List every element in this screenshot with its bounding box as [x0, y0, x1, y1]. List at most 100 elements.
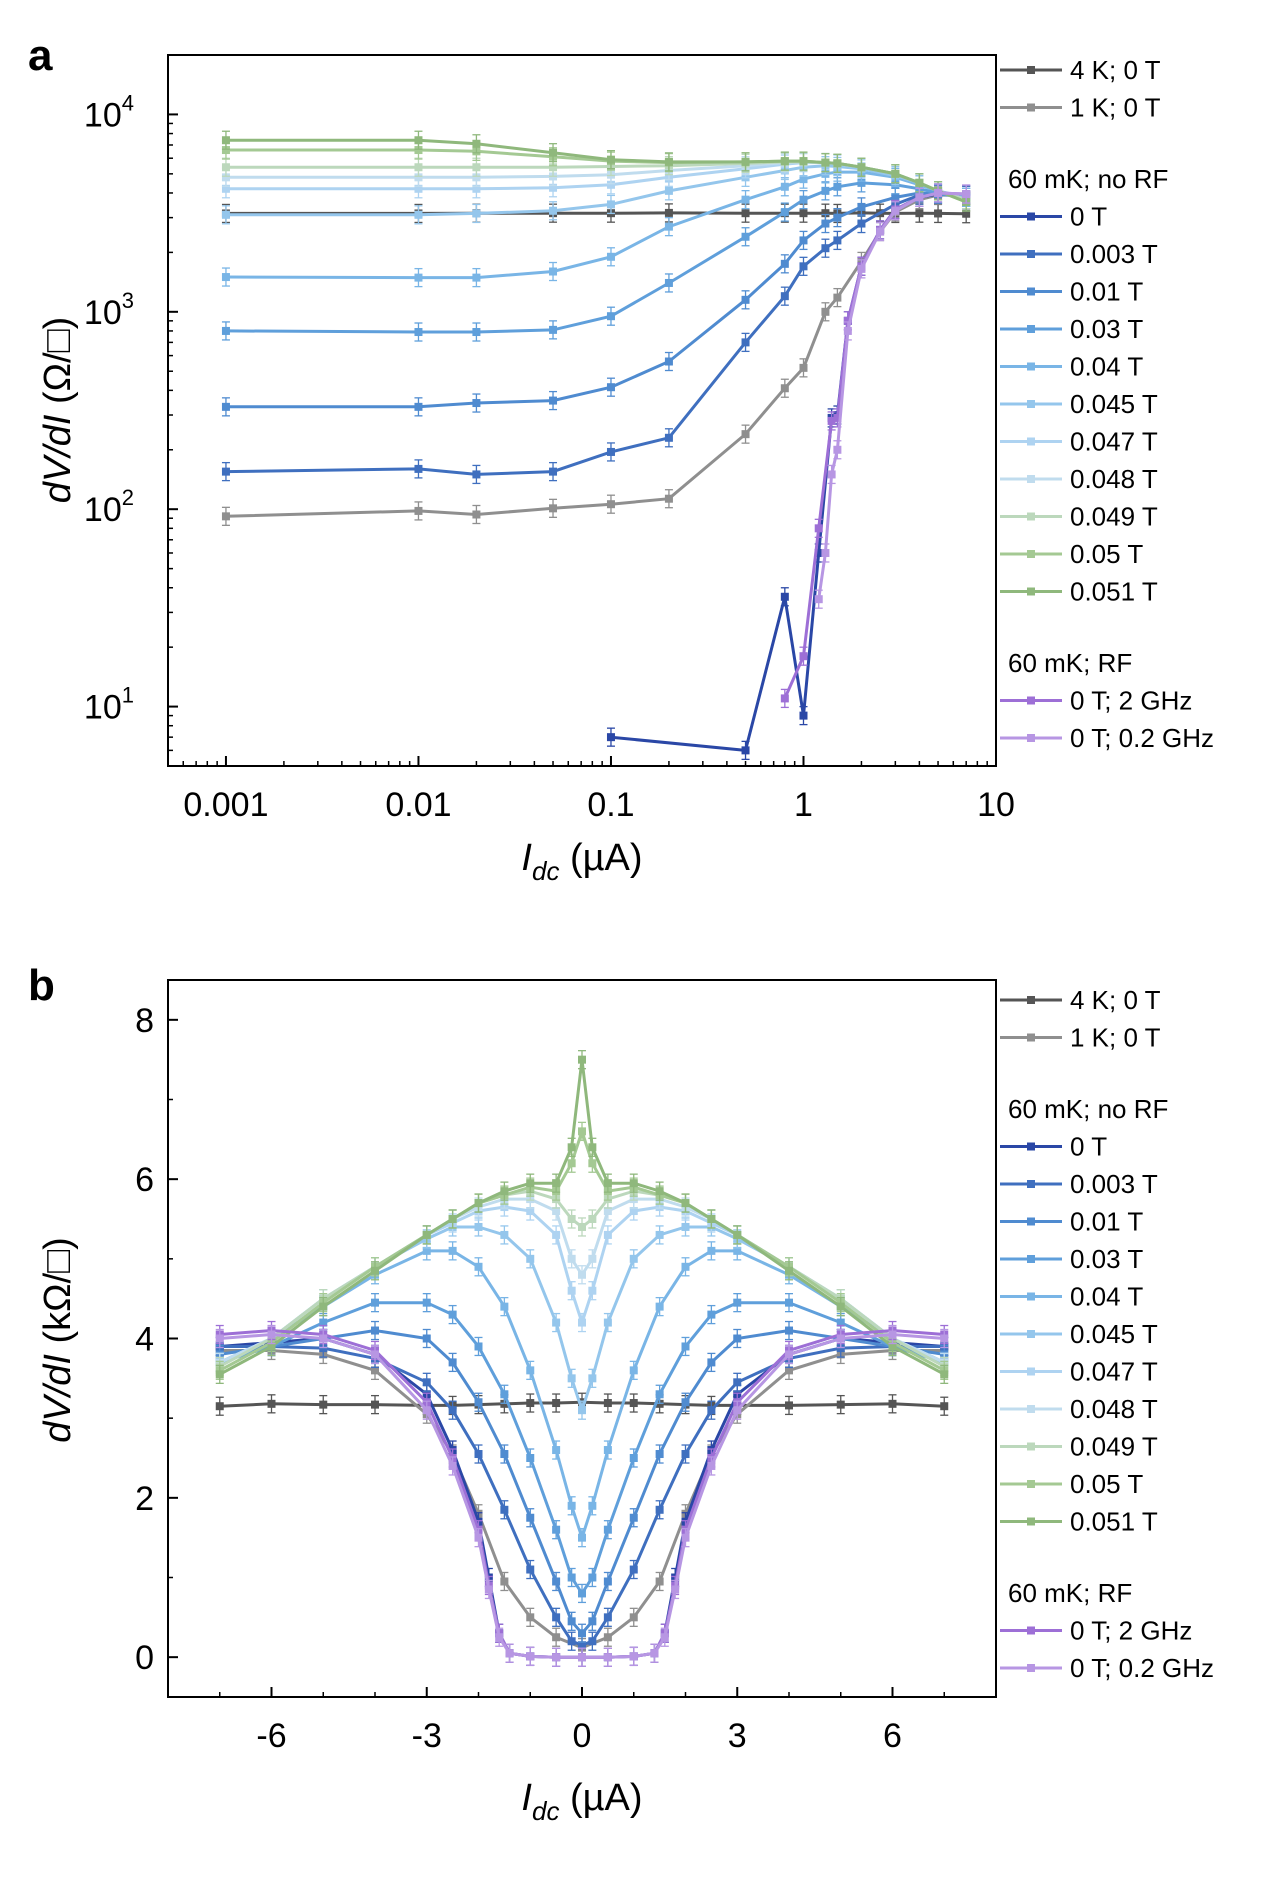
- data-point: [567, 1215, 576, 1223]
- data-point: [603, 1613, 612, 1622]
- data-point: [422, 1230, 431, 1239]
- data-point: [549, 183, 558, 192]
- data-point: [472, 209, 481, 218]
- data-point: [448, 1246, 457, 1255]
- y-tick-label: 4: [135, 1321, 154, 1359]
- data-point: [552, 1525, 561, 1534]
- legend-b: 4 K; 0 T 1 K; 0 T 60 mK; no RF 0 T 0.003 T 0.…: [1000, 985, 1214, 1683]
- data-point: [664, 186, 673, 195]
- legend-label: 0.048 T: [1070, 1394, 1158, 1424]
- legend-entry: 0.048 T: [1000, 464, 1158, 494]
- series-a-5: [221, 173, 971, 342]
- data-point: [741, 195, 750, 204]
- legend-label: 0 T; 2 GHz: [1070, 1616, 1192, 1646]
- data-point: [606, 383, 615, 392]
- data-point: [578, 1629, 586, 1638]
- legend-swatch-marker: [1027, 250, 1035, 258]
- data-point: [371, 1400, 379, 1409]
- panel-b: b -6 -3 0 3 6 0 2 4 6 8 Idc (µA) dV/dI (kΩ/□) 4 …: [28, 961, 1214, 1826]
- legend-swatch-marker: [1027, 1480, 1035, 1488]
- series-a-4: [221, 183, 971, 417]
- data-point: [629, 1454, 638, 1462]
- data-point: [474, 1222, 483, 1231]
- data-point: [915, 178, 924, 187]
- data-point: [891, 206, 900, 215]
- legend-swatch-marker: [1027, 325, 1035, 333]
- data-point: [833, 413, 842, 422]
- data-point: [221, 146, 230, 155]
- data-point: [741, 232, 750, 241]
- series-b-13: [215, 1320, 949, 1667]
- data-point: [655, 1505, 664, 1514]
- x-tick-label: 0.001: [183, 786, 268, 824]
- data-point: [606, 733, 615, 742]
- legend-group-title: 60 mK; RF: [1008, 1578, 1132, 1608]
- x-axis-title-main-b: I: [521, 1777, 532, 1819]
- legend-group-title: 60 mK; no RF: [1008, 164, 1168, 194]
- data-point: [578, 1533, 586, 1542]
- y-tick-label: 6: [135, 1161, 154, 1199]
- legend-label: 0 T; 0.2 GHz: [1070, 723, 1214, 753]
- data-point: [215, 1402, 224, 1411]
- data-point: [552, 1318, 561, 1327]
- y-tick-label: 103: [84, 288, 134, 332]
- legend-swatch-marker: [1027, 1292, 1035, 1301]
- series-group-b: [215, 1050, 949, 1667]
- data-point: [934, 188, 943, 197]
- data-point: [414, 184, 423, 193]
- data-point: [833, 236, 842, 245]
- data-point: [552, 1179, 561, 1188]
- data-point: [785, 1326, 793, 1335]
- legend-entry: 0.045 T: [1000, 1319, 1158, 1349]
- x-tick-label: -6: [256, 1717, 286, 1755]
- data-point: [448, 1358, 457, 1367]
- legend-label: 0.003 T: [1070, 1169, 1158, 1199]
- data-point: [664, 357, 673, 366]
- data-point: [603, 1653, 612, 1662]
- data-point: [629, 1207, 638, 1216]
- data-point: [552, 1577, 561, 1586]
- data-point: [962, 190, 971, 199]
- data-point: [549, 504, 558, 513]
- legend-entry: 0.03 T: [1000, 314, 1143, 344]
- series-line: [219, 1301, 945, 1597]
- data-point: [780, 182, 789, 191]
- legend-swatch-marker: [1027, 362, 1035, 371]
- series-line: [226, 191, 967, 409]
- data-point: [215, 1370, 224, 1379]
- data-point: [552, 1207, 561, 1216]
- data-point: [549, 396, 558, 405]
- data-point: [578, 1270, 586, 1279]
- data-point: [588, 1617, 597, 1626]
- y-axis-b: 0 2 4 6 8: [135, 1002, 178, 1677]
- x-tick-label: 1: [794, 786, 813, 824]
- y-tick-label: 101: [84, 683, 134, 727]
- data-point: [843, 316, 852, 325]
- data-point: [474, 1262, 483, 1271]
- series-a-12: [221, 130, 971, 212]
- data-point: [814, 524, 823, 533]
- legend-entry: 0.048 T: [1000, 1394, 1158, 1424]
- data-point: [549, 325, 558, 334]
- data-point: [500, 1577, 509, 1586]
- data-point: [741, 430, 750, 439]
- data-point: [371, 1298, 379, 1307]
- data-point: [857, 264, 866, 273]
- data-point: [681, 1262, 690, 1271]
- series-b-1: [215, 1340, 949, 1658]
- data-point: [962, 209, 971, 218]
- legend-entry: 0.05 T: [1000, 1469, 1143, 1499]
- data-point: [221, 163, 230, 172]
- y-tick-exponent: 4: [122, 90, 134, 115]
- data-point: [472, 163, 481, 172]
- data-point: [505, 1649, 514, 1658]
- data-point: [741, 209, 750, 218]
- series-line: [226, 138, 967, 204]
- data-point: [603, 1230, 612, 1239]
- data-point: [836, 1400, 845, 1409]
- data-point: [526, 1254, 535, 1263]
- legend-label: 0.01 T: [1070, 277, 1143, 307]
- legend-entry: 0.045 T: [1000, 389, 1158, 419]
- series-b-4: [215, 1320, 949, 1643]
- data-point: [606, 180, 615, 189]
